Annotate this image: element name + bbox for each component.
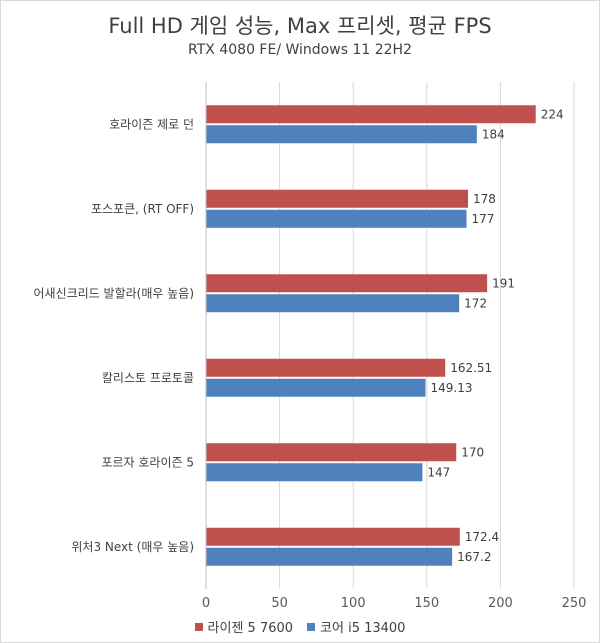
legend-item-series-1: 라이젠 5 7600 (194, 617, 294, 636)
chart-subtitle: RTX 4080 FE/ Windows 11 22H2 (188, 42, 412, 58)
x-tick-label: 150 (414, 596, 439, 611)
legend-label-series-1: 라이젠 5 7600 (207, 621, 294, 636)
legend-swatch-series-1 (194, 622, 203, 631)
category-label: 포르자 호라이즌 5 (101, 455, 194, 469)
x-tick-label: 50 (271, 596, 288, 611)
data-label: 172.4 (465, 530, 499, 544)
data-label: 224 (541, 107, 564, 121)
category-label: 어새신크리드 발할라(매우 높음) (33, 286, 194, 300)
bar (206, 209, 467, 228)
bar (206, 105, 536, 124)
category-label: 호라이즌 제로 던 (109, 117, 194, 131)
category-label: 위처3 Next (매우 높음) (71, 540, 194, 554)
data-label: 184 (482, 127, 505, 141)
data-label: 167.2 (457, 550, 491, 564)
bar (206, 547, 453, 566)
x-tick-label: 0 (202, 596, 210, 611)
chart-title: Full HD 게임 성능, Max 프리셋, 평균 FPS (108, 14, 492, 38)
data-label: 172 (464, 296, 487, 310)
category-label: 포스포큰, (RT OFF) (91, 202, 194, 216)
bar (206, 527, 460, 546)
category-label: 칼리스토 프로토콜 (102, 371, 194, 385)
legend-item-series-2: 코어 i5 13400 (307, 617, 405, 636)
bar (206, 189, 469, 208)
bar (206, 274, 488, 293)
bar (206, 294, 460, 313)
bar (206, 358, 446, 377)
data-label: 162.51 (450, 361, 492, 375)
data-label: 147 (427, 465, 450, 479)
data-label: 191 (492, 276, 515, 290)
x-tick-label: 200 (488, 596, 513, 611)
chart-legend: 라이젠 5 7600 코어 i5 13400 (0, 617, 600, 636)
data-label: 177 (472, 212, 495, 226)
data-label: 178 (473, 192, 496, 206)
bar (206, 463, 423, 482)
bar (206, 443, 457, 462)
bar (206, 125, 477, 144)
data-label: 170 (461, 445, 484, 459)
x-tick-label: 250 (562, 596, 587, 611)
x-tick-label: 100 (341, 596, 366, 611)
data-label: 149.13 (431, 381, 473, 395)
bar (206, 378, 426, 397)
legend-label-series-2: 코어 i5 13400 (320, 621, 406, 636)
legend-swatch-series-2 (307, 622, 316, 631)
